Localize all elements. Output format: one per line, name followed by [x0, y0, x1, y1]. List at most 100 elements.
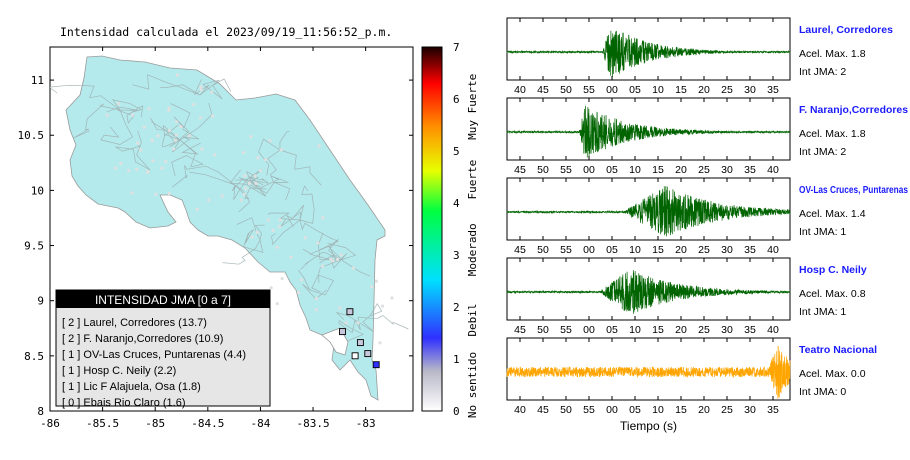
x-tick-label: 20: [675, 164, 687, 176]
colorbar-tick-label: 5: [453, 145, 460, 158]
x-tick-label: 10: [652, 404, 664, 416]
lat-tick-label: 8: [37, 405, 44, 418]
x-tick-label: 45: [514, 244, 526, 256]
jma-intensity: Int JMA: 0: [799, 386, 846, 398]
colorbar-tick-label: 7: [453, 41, 460, 54]
x-tick-label: 50: [560, 84, 572, 96]
x-tick-label: 45: [514, 324, 526, 336]
lon-tick-label: -85.5: [86, 417, 119, 430]
colorbar-tick-label: 3: [453, 249, 460, 262]
x-tick-label: 35: [767, 84, 779, 96]
x-tick-label: 00: [606, 404, 618, 416]
x-tick-label: 25: [698, 244, 710, 256]
x-tick-label: 10: [629, 244, 641, 256]
x-tick-label: 30: [721, 244, 733, 256]
x-tick-label: 05: [606, 324, 618, 336]
x-tick-label: 05: [629, 84, 641, 96]
x-tick-label: 35: [744, 324, 756, 336]
accel-max: Acel. Max. 0.0: [799, 368, 866, 380]
x-tick-label: 05: [606, 244, 618, 256]
x-tick-label: 15: [652, 164, 664, 176]
station-marker[interactable]: [372, 361, 380, 369]
x-tick-label: 50: [537, 324, 549, 336]
x-tick-label: 10: [652, 84, 664, 96]
jma-intensity: Int JMA: 2: [799, 66, 846, 78]
waveform-trace: [506, 186, 791, 237]
colorbar-label: Muy Fuerte: [466, 74, 479, 140]
colorbar-tick-label: 1: [453, 353, 460, 366]
x-tick-label: 55: [560, 244, 572, 256]
lat-tick-label: 8.5: [24, 350, 44, 363]
lat-tick-label: 10.5: [18, 129, 45, 142]
colorbar-label: Moderado: [466, 223, 479, 276]
x-tick-label: 50: [537, 244, 549, 256]
x-tick-label: 15: [652, 324, 664, 336]
waveform-trace: [506, 105, 791, 158]
x-tick-label: 30: [744, 84, 756, 96]
x-tick-label: 20: [698, 404, 710, 416]
x-tick-label: 40: [514, 84, 526, 96]
legend-title: INTENSIDAD JMA [0 a 7]: [95, 293, 231, 307]
intensity-legend: INTENSIDAD JMA [0 a 7] [ 2 ] Laurel, Cor…: [55, 289, 271, 409]
station-marker[interactable]: [346, 308, 354, 316]
colorbar-gradient: [421, 46, 443, 412]
accel-max: Acel. Max. 0.8: [799, 288, 866, 300]
x-tick-label: 00: [606, 84, 618, 96]
legend-item: [ 1 ] Hosp C. Neily (2.2): [62, 365, 176, 377]
colorbar-tick-label: 2: [453, 301, 460, 314]
waveform-trace: [506, 270, 791, 314]
jma-intensity: Int JMA: 1: [799, 226, 846, 238]
seismogram-panels: 40 45 50 55 00 05 10 15 20 25 30 35 Laurel, Corredor…: [506, 17, 908, 433]
colorbar-tick-label: 0: [453, 405, 460, 418]
jma-intensity: Int JMA: 2: [799, 146, 846, 158]
lat-tick-label: 11: [31, 74, 44, 87]
x-tick-label: 05: [629, 404, 641, 416]
x-tick-label: 20: [675, 244, 687, 256]
lon-tick-label: -84.5: [191, 417, 224, 430]
legend-item: [ 0 ] Ebais Rio Claro (1.6): [62, 397, 186, 409]
x-tick-label: 40: [514, 404, 526, 416]
x-tick-label: 40: [767, 244, 779, 256]
x-tick-label: 45: [537, 404, 549, 416]
waveform-trace: [506, 30, 791, 77]
x-tick-label: 50: [537, 164, 549, 176]
legend-item: [ 2 ] F. Naranjo,Corredores (10.9): [62, 333, 223, 345]
colorbar-label: Debil: [466, 303, 479, 336]
x-tick-label: 35: [767, 404, 779, 416]
jma-intensity: Int JMA: 1: [799, 306, 846, 318]
x-axis-label: Tiempo (s): [620, 419, 677, 433]
seismogram-panel: 45 50 55 00 05 10 15 20 25 30 35 40 OV-Las Cruces, P…: [506, 177, 908, 256]
x-tick-label: 30: [744, 404, 756, 416]
x-tick-label: 55: [583, 404, 595, 416]
station-name: Hosp C. Neily: [799, 264, 867, 276]
station-marker[interactable]: [351, 352, 359, 360]
station-name: Teatro Nacional: [799, 344, 877, 356]
accel-max: Acel. Max. 1.8: [799, 48, 866, 60]
x-tick-label: 55: [583, 84, 595, 96]
x-tick-label: 10: [629, 324, 641, 336]
station-marker[interactable]: [364, 350, 372, 358]
x-tick-label: 00: [583, 164, 595, 176]
legend-item: [ 1 ] Lic F Alajuela, Osa (1.8): [62, 381, 201, 393]
seismogram-panel: 40 45 50 55 00 05 10 15 20 25 30 35 Laurel, Corredor…: [506, 17, 893, 96]
x-tick-label: 15: [675, 84, 687, 96]
x-tick-label: 35: [744, 164, 756, 176]
x-tick-label: 35: [744, 244, 756, 256]
x-tick-label: 25: [721, 404, 733, 416]
x-tick-label: 40: [767, 324, 779, 336]
accel-max: Acel. Max. 1.4: [799, 208, 866, 220]
station-marker[interactable]: [356, 339, 364, 347]
seismogram-panel: 45 50 55 00 05 10 15 20 25 30 35 40 Hosp C. Neily Ace…: [506, 257, 867, 336]
seismogram-panel: 45 50 55 00 05 10 15 20 25 30 35 40 F. Naranjo,Corre…: [506, 97, 908, 176]
station-marker[interactable]: [339, 328, 346, 336]
map-title: Intensidad calculada el 2023/09/19_11:56…: [60, 25, 392, 39]
x-tick-label: 25: [721, 84, 733, 96]
x-tick-label: 00: [583, 324, 595, 336]
lon-tick-label: -86: [40, 417, 60, 430]
intensity-colorbar: 0 1 2 3 4 5 6 7 No sentido Debil Moderado Fuerte Muy…: [421, 41, 479, 418]
x-tick-label: 55: [560, 324, 572, 336]
station-name: Laurel, Corredores: [799, 24, 893, 36]
x-tick-label: 20: [675, 324, 687, 336]
x-tick-label: 15: [652, 244, 664, 256]
